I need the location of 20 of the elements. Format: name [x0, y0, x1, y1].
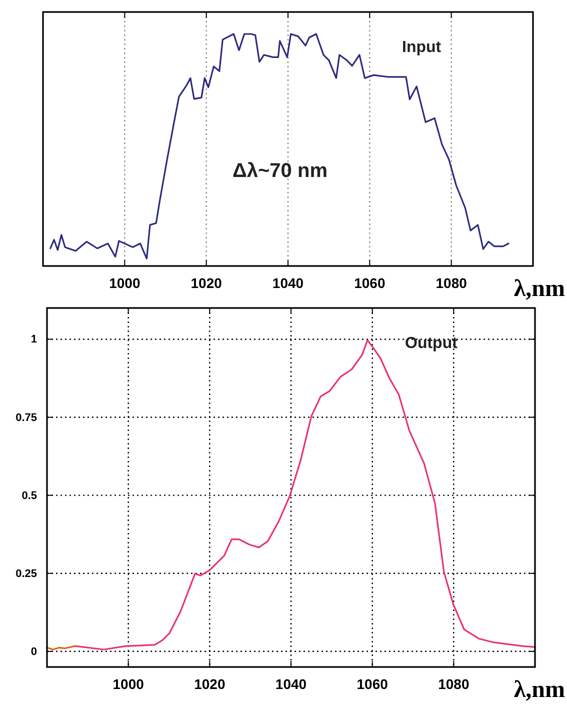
x-tick-label: 1060	[354, 274, 386, 291]
x-tick-label: 1020	[194, 676, 226, 692]
y-tick-label: 0.25	[16, 568, 37, 580]
y-tick-label: 0	[30, 646, 37, 658]
x-tick-label: 1000	[112, 676, 144, 692]
x-tick-label: 1060	[356, 676, 388, 692]
annotation: Input	[402, 39, 442, 56]
x-tick-label: 1000	[109, 274, 140, 291]
x-tick-label: 1020	[190, 274, 222, 291]
x-tick-label: 1040	[272, 274, 304, 291]
y-tick-label: 1	[30, 334, 37, 346]
x-tick-label: 1040	[275, 676, 307, 692]
x-axis-title: λ,nm	[514, 677, 565, 703]
annotation: Δλ~70 nm	[232, 160, 328, 182]
y-tick-label: 0.5	[22, 490, 37, 502]
x-axis-title: λ,nm	[514, 276, 565, 302]
x-tick-label: 1080	[436, 274, 468, 291]
annotation: Output	[405, 335, 458, 352]
y-tick-label: 0.75	[16, 412, 37, 424]
x-tick-label: 1080	[438, 676, 470, 692]
